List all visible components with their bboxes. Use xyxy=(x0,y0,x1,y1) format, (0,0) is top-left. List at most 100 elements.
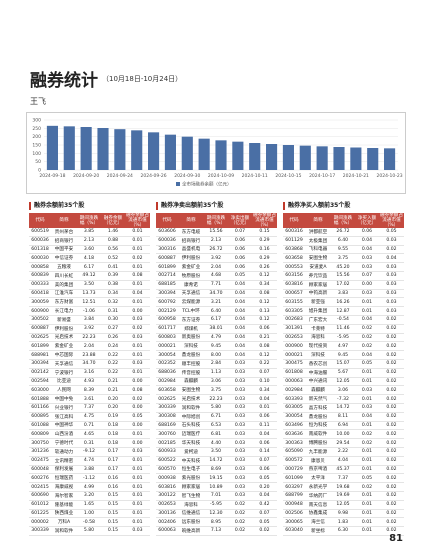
table-cell: 26.72 xyxy=(204,245,228,255)
table-cell: 8.69 xyxy=(204,465,228,475)
table-row: 603305 旭升集团 12.87 0.01 0.03 xyxy=(283,306,404,316)
table-cell: 600030 xyxy=(29,253,51,264)
table-cell: 海兰信 xyxy=(305,517,331,528)
table-cell: 0.01 xyxy=(125,297,150,308)
table-cell: 0.03 xyxy=(379,262,404,272)
table-cell: 0.00 xyxy=(355,280,379,290)
table-cell: 688169 xyxy=(156,421,178,431)
table-cell: 0.03 xyxy=(228,465,252,475)
bar xyxy=(350,147,362,170)
table-cell: 49.12 xyxy=(77,271,101,281)
table-row: 600803 新奥股份 4.79 0.04 0.21 xyxy=(156,333,277,343)
table-cell: 3.85 xyxy=(77,228,101,237)
table-cell: 0.01 xyxy=(125,228,150,237)
table-cell: 鼎龙股份 xyxy=(305,412,331,422)
table-row: 002142 宁波银行 3.16 0.22 0.01 xyxy=(29,368,150,378)
table-cell: 6.81 xyxy=(204,429,228,440)
table-cell: 0.02 xyxy=(379,517,404,528)
table-cell: 12.87 xyxy=(331,306,355,316)
table-cell: 0.02 xyxy=(379,403,404,413)
table-cell: 0.04 xyxy=(228,297,252,308)
table-cell: 29.54 xyxy=(331,438,355,448)
table-cell: 云煤能源 xyxy=(178,297,204,308)
table-cell: 300308 xyxy=(156,412,178,422)
page-number: 81 xyxy=(389,533,403,544)
table-cell: 0.08 xyxy=(125,271,150,281)
table-cell: -0.58 xyxy=(77,517,101,528)
table-cell: 0.01 xyxy=(355,394,379,404)
table-cell: 0.03 xyxy=(379,289,404,299)
table-cell: 紫金矿业 xyxy=(178,262,204,272)
table-cell: 0.02 xyxy=(379,368,404,378)
table-cell: 603496 xyxy=(283,421,305,431)
table-cell: 300363 xyxy=(283,438,305,448)
table-cell: 15.56 xyxy=(331,271,355,281)
table-cell: 中天科技 xyxy=(178,456,204,466)
table-cell: 0.06 xyxy=(228,253,252,264)
table-cell: 0.00 xyxy=(125,403,150,413)
table-cell: 000333 xyxy=(29,280,51,290)
table-row: 603155 新亚强 16.26 0.01 0.03 xyxy=(283,297,404,308)
table-cell: 601012 xyxy=(29,500,51,510)
table-cell: 0.01 xyxy=(355,447,379,457)
table-cell: 4.93 xyxy=(77,377,101,387)
table-cell: 0.01 xyxy=(125,517,150,528)
table-cell: 600690 xyxy=(29,491,51,501)
table-cell: 0.02 xyxy=(379,385,404,396)
table-cell: 皖维高新 xyxy=(178,526,204,536)
table-cell: 0.05 xyxy=(228,271,252,281)
table-cell: 0.03 xyxy=(379,297,404,308)
table-cell: 688799 xyxy=(283,491,305,501)
header-cell: 期间涨跌幅（%） xyxy=(331,213,355,228)
table-cell: 0.08 xyxy=(125,385,150,396)
table-cell: 603156 xyxy=(283,271,305,281)
table-row: 600809 山西汾酒 4.65 0.18 0.01 xyxy=(29,429,150,440)
table-cell: 0.52 xyxy=(101,253,125,264)
table-row: 601899 紫金矿业 2.04 0.24 0.01 xyxy=(29,341,150,352)
table-cell: 0.00 xyxy=(125,377,150,387)
table-row: 600036 招商银行 2.13 0.88 0.01 xyxy=(29,236,150,246)
table-row: 002129 TCL中环 6.40 0.04 0.13 xyxy=(156,306,277,316)
table-cell: 0.06 xyxy=(252,438,277,448)
table-row: 688981 中芯国际 23.88 0.22 0.01 xyxy=(29,350,150,360)
table-row: 000729 燕京啤酒 45.37 0.01 0.02 xyxy=(283,465,404,475)
table-cell: 11.46 xyxy=(331,324,355,334)
table-cell: 601099 xyxy=(283,473,305,484)
table-cell: 0.03 xyxy=(125,359,150,369)
table-cell: 晶盛机电 xyxy=(178,245,204,255)
table-cell: 0.02 xyxy=(125,253,150,264)
bar xyxy=(333,147,345,170)
table-row: 002185 华天科技 4.40 0.03 0.06 xyxy=(156,438,277,448)
table-cell: 0.02 xyxy=(379,473,404,484)
table-cell: 1.00 xyxy=(77,509,101,519)
table-cell: 0.15 xyxy=(101,517,125,528)
table-cell: 3.61 xyxy=(77,394,101,404)
table-cell: 0.26 xyxy=(252,262,277,272)
table-row: 603658 安图生物 3.75 0.03 0.34 xyxy=(156,385,277,396)
table-cell: 立讯精密 xyxy=(51,456,77,466)
table-row: 600030 中信证券 4.18 0.52 0.02 xyxy=(29,253,150,264)
table-cell: 300065 xyxy=(283,517,305,528)
table-row: 688799 华纳药厂 19.69 0.01 0.02 xyxy=(283,491,404,501)
table-cell: 0.04 xyxy=(228,315,252,325)
table-cell: 23.88 xyxy=(77,350,101,360)
table-cell: 0.01 xyxy=(125,280,150,290)
table-cell: 0.22 xyxy=(101,350,125,360)
table-cell: 601899 xyxy=(156,262,178,272)
table-cell: 603636 xyxy=(283,429,305,440)
header-cell: 融券余额占流通市值（%） xyxy=(252,213,277,228)
table-row: 601717 郑煤机 38.01 0.04 0.06 xyxy=(156,324,277,334)
table-cell: 601088 xyxy=(29,421,51,431)
table-row: 601808 中海油服 5.67 0.01 0.02 xyxy=(283,368,404,378)
table-cell: 0.18 xyxy=(101,438,125,448)
table-cell: 新坐标 xyxy=(305,526,331,536)
table-cell: 6.71 xyxy=(204,412,228,422)
table-cell: 0.03 xyxy=(228,421,252,431)
table-cell: 卡莱特 xyxy=(305,324,331,334)
table-row: 000553 安道麦A 45.20 0.03 0.03 xyxy=(283,262,404,272)
table-cell: 3.75 xyxy=(204,385,228,396)
y-tick-label: 50 xyxy=(35,159,41,165)
table-row: 002984 森麒麟 3.06 0.03 0.10 xyxy=(156,377,277,387)
table-row: 300122 智飞生物 7.01 0.03 0.04 xyxy=(156,491,277,501)
table-cell: 603040 xyxy=(283,526,305,536)
